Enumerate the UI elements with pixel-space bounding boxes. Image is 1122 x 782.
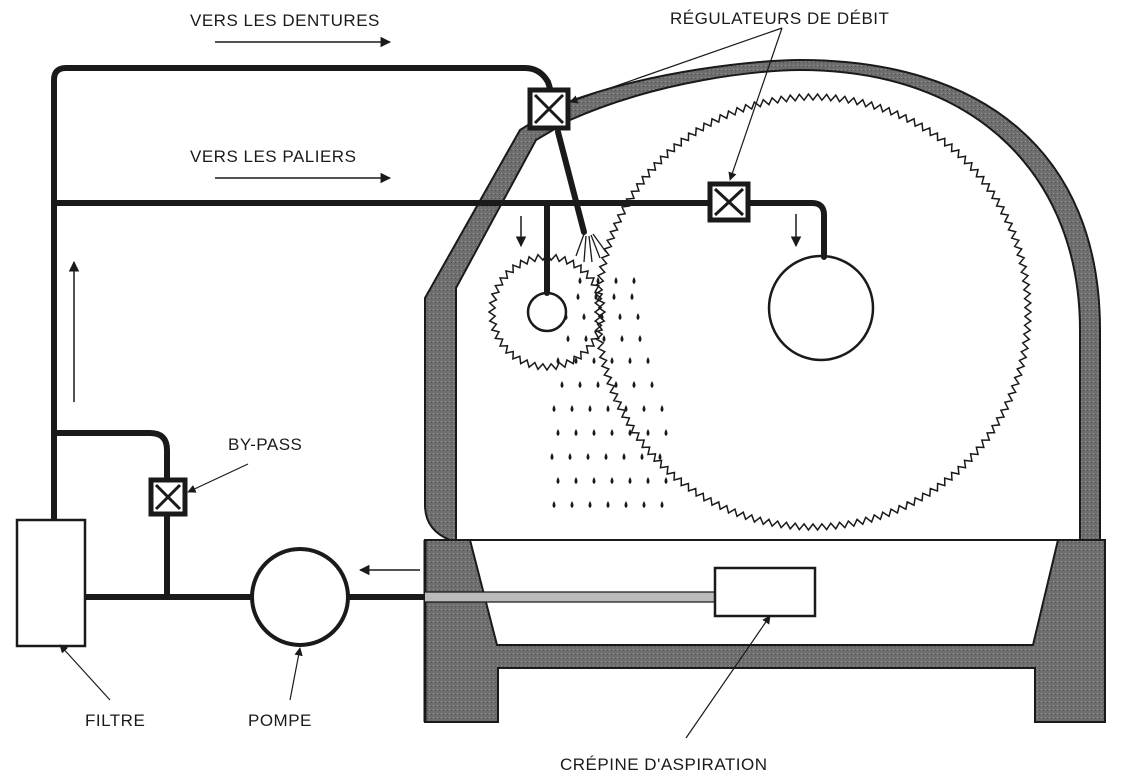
piping [51, 65, 827, 600]
oil-droplet [660, 405, 664, 412]
oil-droplet [574, 477, 578, 484]
oil-droplets [550, 277, 668, 508]
oil-droplet [592, 357, 596, 364]
oil-droplet [602, 335, 606, 342]
flow-regulator-valve-gears [527, 87, 571, 131]
oil-droplet [570, 405, 574, 412]
oil-droplet [622, 453, 626, 460]
oil-droplet [646, 357, 650, 364]
oil-droplet [624, 501, 628, 508]
oil-droplet [610, 357, 614, 364]
oil-droplet [556, 477, 560, 484]
gearbox-casing [423, 58, 1106, 723]
oil-droplet [612, 293, 616, 300]
oil-droplet [592, 429, 596, 436]
oil-droplet [640, 453, 644, 460]
oil-droplet [552, 501, 556, 508]
oil-droplet [628, 477, 632, 484]
oil-droplet [592, 477, 596, 484]
pipe-gear-nozzle [555, 129, 587, 235]
oil-droplet [632, 381, 636, 388]
oil-droplet [570, 501, 574, 508]
oil-droplet [658, 453, 662, 460]
oil-droplet [586, 453, 590, 460]
label-toward-gears: VERS LES DENTURES [190, 11, 380, 30]
pinion-gear [487, 252, 607, 372]
filter-housing [15, 518, 87, 648]
oil-droplet [552, 405, 556, 412]
oil-droplet [610, 429, 614, 436]
oil-droplet [606, 501, 610, 508]
oil-droplet [574, 357, 578, 364]
bypass-valve [148, 477, 188, 517]
oil-droplet [596, 381, 600, 388]
label-flow-regulators: RÉGULATEURS DE DÉBIT [670, 9, 889, 28]
oil-droplet [646, 429, 650, 436]
oil-droplet [638, 335, 642, 342]
oil-droplet [614, 381, 618, 388]
oil-droplet [628, 429, 632, 436]
flow-regulator-valve-bearings [707, 181, 751, 223]
oil-droplet [646, 477, 650, 484]
oil-droplet [664, 477, 668, 484]
oil-droplet [604, 453, 608, 460]
oil-droplet [664, 429, 668, 436]
label-toward-bearings: VERS LES PALIERS [190, 147, 356, 166]
pinion-shaft-bearing [526, 291, 568, 333]
oil-droplet [582, 313, 586, 320]
oil-droplet [642, 405, 646, 412]
oil-droplet [660, 501, 664, 508]
oil-droplet [650, 381, 654, 388]
oil-droplet [564, 313, 568, 320]
oil-droplet [578, 277, 582, 284]
pipe-bypass [51, 430, 170, 482]
oil-droplet [574, 429, 578, 436]
label-bypass: BY-PASS [228, 435, 302, 454]
pipe-main-riser [51, 65, 555, 523]
oil-droplet [566, 335, 570, 342]
suction-line [425, 591, 715, 603]
oil-droplet [614, 277, 618, 284]
oil-droplet [556, 429, 560, 436]
large-gear-wheel [593, 92, 1033, 532]
oil-droplet [568, 453, 572, 460]
label-pump: POMPE [248, 711, 312, 730]
oil-droplet [610, 477, 614, 484]
oil-droplet [588, 405, 592, 412]
oil-droplet [560, 381, 564, 388]
pipe-bearings-branch-2 [747, 200, 827, 260]
suction-strainer [713, 566, 817, 618]
oil-droplet [624, 405, 628, 412]
oil-droplet [630, 293, 634, 300]
oil-droplet [628, 357, 632, 364]
oil-droplet [642, 501, 646, 508]
oil-spray-jet [575, 233, 607, 263]
wheel-shaft-bearing [767, 254, 875, 362]
oil-droplet [578, 381, 582, 388]
oil-droplet [596, 277, 600, 284]
oil-droplet [584, 335, 588, 342]
pump-body [250, 547, 350, 647]
oil-droplet [600, 313, 604, 320]
oil-droplet [588, 501, 592, 508]
label-filter: FILTRE [85, 711, 145, 730]
oil-droplet [632, 277, 636, 284]
oil-droplet [556, 357, 560, 364]
oil-droplet [550, 453, 554, 460]
oil-droplet [636, 313, 640, 320]
flow-arrows [68, 36, 802, 576]
leader-lines [59, 27, 783, 739]
oil-droplet [620, 335, 624, 342]
oil-droplet [606, 405, 610, 412]
oil-droplet [576, 293, 580, 300]
oil-droplet [594, 293, 598, 300]
oil-droplet [618, 313, 622, 320]
label-suction-strainer: CRÉPINE D'ASPIRATION [560, 755, 768, 774]
